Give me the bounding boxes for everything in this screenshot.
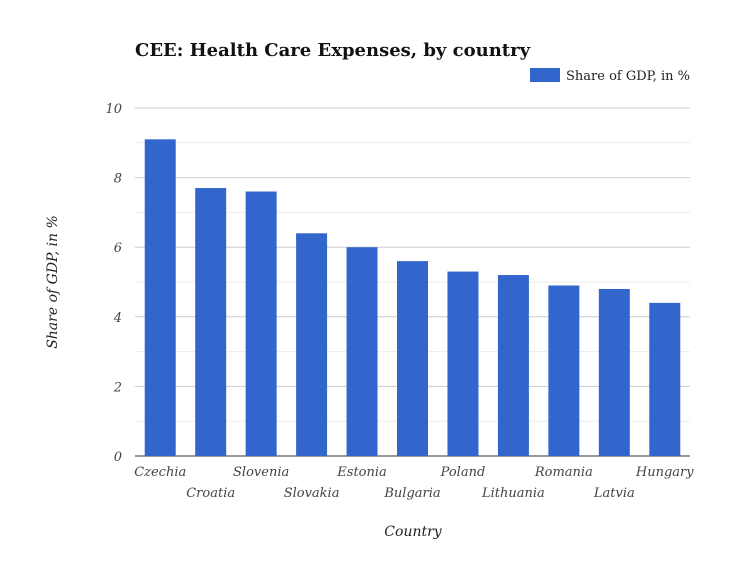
y-axis-label: Share of GDP, in % [45, 215, 61, 349]
bar-latvia[interactable] [598, 288, 630, 456]
y-tick-label: 10 [105, 102, 122, 117]
y-tick-label: 2 [113, 380, 122, 395]
x-tick-label: Croatia [186, 486, 235, 501]
bar-czechia[interactable] [144, 139, 176, 456]
x-tick-label: Lithuania [481, 486, 545, 501]
y-tick-label: 6 [114, 241, 122, 256]
bar-romania[interactable] [548, 285, 580, 456]
legend-label[interactable]: Share of GDP, in % [566, 69, 690, 84]
x-tick-label: Latvia [593, 486, 635, 501]
chart-title: CEE: Health Care Expenses, by country [135, 40, 531, 61]
x-tick-label: Czechia [134, 465, 186, 480]
bar-slovenia[interactable] [245, 191, 277, 456]
x-axis-label: Country [384, 524, 442, 540]
bar-croatia[interactable] [195, 188, 227, 457]
bar-hungary[interactable] [649, 302, 681, 456]
bar-slovakia[interactable] [296, 233, 328, 456]
bar-poland[interactable] [447, 271, 479, 456]
y-tick-label: 0 [114, 450, 122, 465]
bar-estonia[interactable] [346, 247, 378, 456]
x-tick-label: Estonia [336, 465, 387, 480]
bar-bulgaria[interactable] [397, 261, 428, 456]
x-tick-label: Bulgaria [383, 486, 440, 501]
x-tick-label: Poland [440, 465, 486, 480]
x-tick-label: Romania [534, 465, 593, 480]
x-tick-label: Slovenia [233, 465, 289, 480]
legend-swatch [530, 68, 560, 82]
x-tick-label: Slovakia [284, 486, 340, 501]
bar-lithuania[interactable] [497, 275, 529, 456]
x-tick-label: Hungary [635, 465, 694, 480]
y-tick-label: 4 [113, 311, 122, 326]
y-tick-label: 8 [114, 172, 122, 187]
